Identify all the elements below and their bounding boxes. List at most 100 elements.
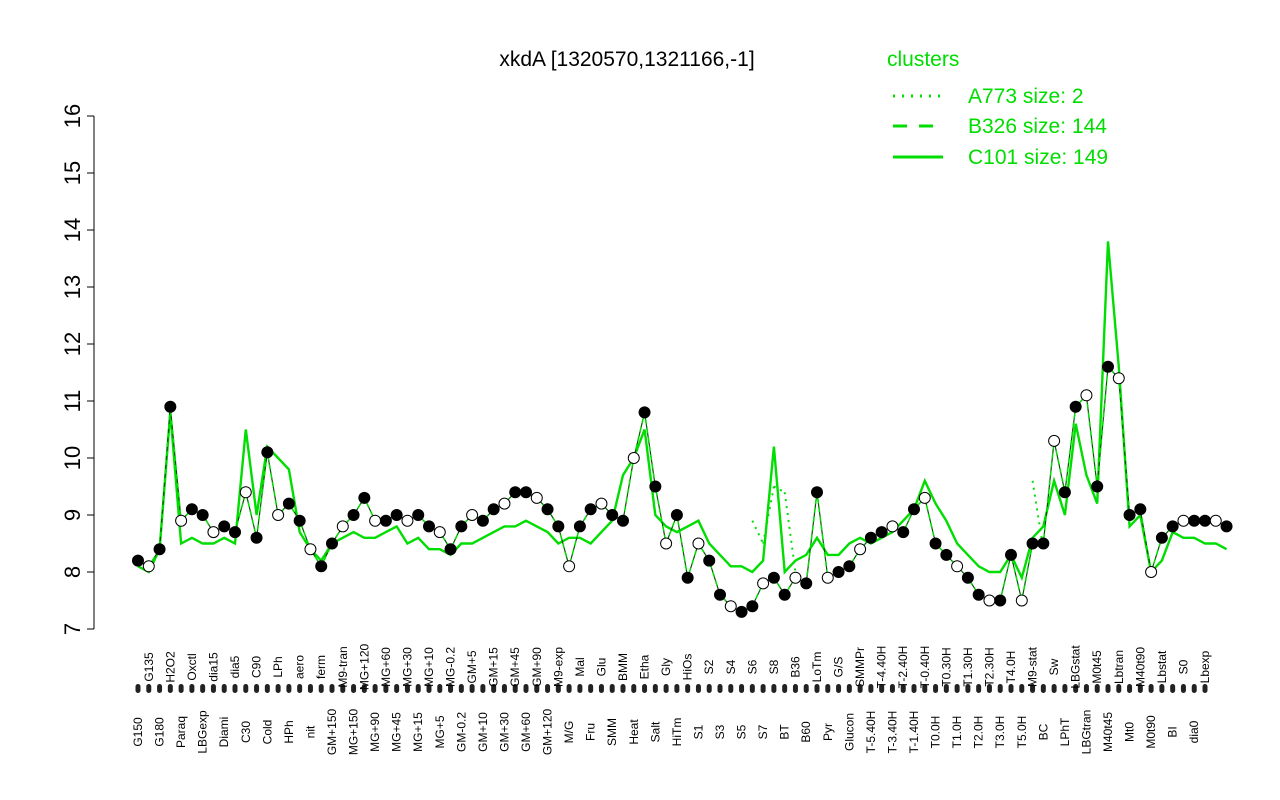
data-point: [1037, 537, 1050, 550]
rug-mark: [566, 684, 572, 693]
series-line-dotted: [762, 486, 775, 544]
rug-mark: [792, 684, 798, 693]
rug-mark: [254, 684, 260, 693]
x-tick-label: Cold: [260, 720, 274, 745]
rug-mark: [577, 684, 583, 693]
x-tick-label: T0.30H: [939, 647, 953, 686]
rug-mark: [275, 684, 281, 693]
series-line-dotted: [783, 492, 797, 573]
data-point: [379, 514, 392, 527]
x-tick-label: M/G: [562, 721, 576, 744]
rug-mark: [598, 684, 604, 693]
rug-mark: [340, 684, 346, 693]
rug-mark: [1094, 684, 1100, 693]
data-point: [487, 503, 500, 516]
series-line-solid: [137, 241, 1228, 582]
rug-mark: [771, 684, 777, 693]
rug-mark: [1116, 684, 1122, 693]
data-point: [778, 588, 791, 601]
rug-mark: [394, 684, 400, 693]
data-point: [336, 520, 349, 533]
rug-mark: [221, 684, 227, 693]
x-tick-label: T1.30H: [961, 647, 975, 686]
x-tick-label: SMM: [605, 718, 619, 746]
rug-mark: [523, 684, 529, 693]
data-point: [660, 537, 673, 550]
data-point: [692, 537, 705, 550]
data-point: [940, 548, 953, 561]
rug-mark: [922, 684, 928, 693]
x-tick-label: S0: [1176, 659, 1190, 674]
x-tick-label: MG+90: [368, 712, 382, 752]
x-tick-label: G135: [142, 652, 156, 682]
data-point: [875, 526, 888, 539]
rug-mark: [383, 684, 389, 693]
rug-mark: [954, 684, 960, 693]
x-tick-label: BI: [1166, 726, 1180, 737]
data-point: [1048, 434, 1061, 447]
data-point: [1188, 514, 1201, 527]
data-point: [196, 509, 209, 521]
rug-mark: [803, 684, 809, 693]
rug-mark: [685, 684, 691, 693]
data-point: [1123, 509, 1136, 521]
x-tick-label: MG+30: [400, 647, 414, 687]
rug-mark: [739, 684, 745, 693]
data-point: [714, 588, 726, 601]
x-tick-label: Diami: [217, 717, 231, 748]
data-point: [800, 577, 813, 590]
rug-mark: [1019, 684, 1025, 693]
x-tick-label: LBGtran: [1079, 710, 1093, 755]
x-tick-label: T-0.40H: [918, 646, 932, 689]
y-tick-label: 10: [60, 446, 85, 470]
data-point: [520, 486, 532, 499]
data-point: [1155, 531, 1168, 544]
x-tick-label: M0t45: [1090, 650, 1104, 684]
rug-mark: [437, 684, 443, 693]
data-point: [412, 509, 425, 521]
rug-mark: [135, 684, 141, 693]
x-tick-label: Glucon: [842, 713, 856, 751]
rug-mark: [717, 684, 723, 693]
x-axis: G150 G135 G180 H2O2 Paraq Oxctl LBGexp dia15 Dia…: [131, 643, 1212, 755]
y-tick-label: 8: [60, 566, 85, 578]
data-point: [401, 514, 414, 527]
x-tick-label: GM+150: [325, 708, 339, 755]
rug-mark: [458, 684, 464, 693]
x-tick-label: Fru: [584, 723, 598, 741]
rug-mark: [933, 684, 939, 693]
x-tick-label: dia15: [206, 652, 220, 682]
x-tick-label: Glu: [594, 658, 608, 677]
rug-mark: [642, 684, 648, 693]
x-tick-label: S3: [713, 724, 727, 739]
x-tick-label: Paraq: [174, 716, 188, 748]
data-point: [724, 600, 737, 613]
data-point: [261, 446, 274, 459]
x-tick-label: G150: [131, 717, 145, 747]
data-point: [239, 486, 252, 499]
data-point: [1091, 480, 1104, 493]
rug-mark: [1191, 684, 1197, 693]
data-point: [918, 491, 931, 504]
rug-mark: [189, 684, 195, 693]
x-tick-label: T-3.40H: [885, 711, 899, 754]
x-tick-label: T2.30H: [982, 647, 996, 686]
data-point: [897, 526, 910, 539]
rug-mark: [588, 684, 594, 693]
x-tick-label: HPh: [282, 720, 296, 743]
x-tick-label: S6: [745, 659, 759, 674]
data-point: [358, 491, 371, 504]
data-point: [304, 543, 317, 556]
rug-mark: [663, 684, 669, 693]
data-point: [315, 560, 328, 573]
data-point: [433, 526, 446, 539]
data-point: [908, 503, 920, 516]
x-tick-label: Gly: [659, 658, 673, 676]
x-tick-label: M9-stat: [1026, 646, 1040, 687]
rug-mark: [404, 684, 410, 693]
data-point: [250, 531, 263, 544]
y-tick-label: 14: [60, 218, 85, 242]
data-point: [476, 514, 489, 527]
x-tick-label: M40t45: [1101, 712, 1115, 752]
rug-mark: [1202, 684, 1208, 693]
